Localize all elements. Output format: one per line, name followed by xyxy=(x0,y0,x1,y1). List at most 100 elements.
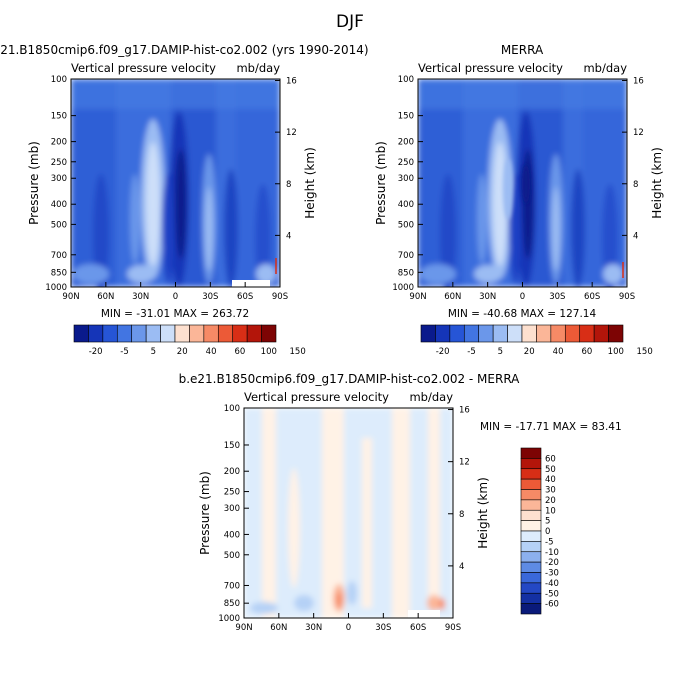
colorbar-swatch xyxy=(174,324,190,343)
x-tick-label: 90S xyxy=(619,292,635,302)
colorbar-tick-label: -20 xyxy=(89,347,103,357)
figure-title: DJF xyxy=(336,12,364,32)
colorbar-tick-label: 5 xyxy=(498,347,503,357)
colorbar-tick-label: 5 xyxy=(151,347,156,357)
x-tick-label: 30S xyxy=(375,623,391,633)
x-tick-label: 30S xyxy=(549,292,565,302)
x-tick-label: 30N xyxy=(479,292,496,302)
y-right-tick-label: 12 xyxy=(633,128,644,138)
y-axis-left: 100 150 200 250 300 400 500 700 850 1000 xyxy=(218,404,249,624)
y-right-tick-label: 4 xyxy=(286,231,291,241)
y-tick-label: 300 xyxy=(224,504,240,514)
y-tick-label: 400 xyxy=(398,200,414,210)
y-axis-label-right: Height (km) xyxy=(303,147,317,218)
colorbar-swatch xyxy=(550,324,566,343)
stats-label: MIN = -31.01 MAX = 263.72 xyxy=(101,308,249,320)
x-axis: 90N 60N 30N 0 30S 60S 90S xyxy=(409,282,635,302)
colorbar-swatch xyxy=(189,324,205,343)
y-axis-label-right: Height (km) xyxy=(650,147,664,218)
colorbar-tick-label: 40 xyxy=(553,347,564,357)
x-tick-label: 0 xyxy=(520,292,525,302)
x-tick-label: 90N xyxy=(409,292,426,302)
panel-title: b.e21.B1850cmip6.f09_g17.DAMIP-hist-co2.… xyxy=(179,372,521,386)
panel-subtitle-left: Vertical pressure velocity xyxy=(244,390,389,404)
panel-subtitle-right: mb/day xyxy=(583,61,627,75)
colorbar-swatch xyxy=(507,324,523,343)
colorbar-swatch xyxy=(520,572,542,584)
contour-field xyxy=(244,408,453,618)
y-tick-label: 500 xyxy=(51,220,67,230)
colorbar-swatch xyxy=(520,489,542,501)
colorbar-swatch xyxy=(246,324,262,343)
colorbar-swatch xyxy=(579,324,595,343)
colorbar-swatch xyxy=(160,324,176,343)
colorbar-swatch xyxy=(261,324,277,343)
x-tick-label: 90N xyxy=(235,623,252,633)
colorbar-swatch xyxy=(217,324,234,343)
y-axis-right: 4 8 12 16 xyxy=(622,77,644,241)
y-tick-label: 150 xyxy=(398,112,414,122)
y-tick-label: 500 xyxy=(398,220,414,230)
y-axis-label: Pressure (mb) xyxy=(27,141,41,225)
colorbar-swatch xyxy=(492,324,508,343)
y-tick-label: 850 xyxy=(51,268,67,278)
colorbar-swatch xyxy=(420,324,436,343)
y-tick-label: 700 xyxy=(224,581,240,591)
panel-model: b.e21.B1850cmip6.f09_g17.DAMIP-hist-co2.… xyxy=(0,43,369,357)
y-tick-label: 250 xyxy=(224,488,240,498)
y-tick-label: 250 xyxy=(398,158,414,168)
y-tick-label: 150 xyxy=(51,112,67,122)
y-axis-label: Pressure (mb) xyxy=(374,141,388,225)
colorbar-swatch xyxy=(536,324,552,343)
y-right-tick-label: 8 xyxy=(286,180,291,190)
colorbar-tick-label: 40 xyxy=(545,475,556,485)
colorbar-swatch xyxy=(520,530,542,542)
colorbar-tick-label: -5 xyxy=(545,537,553,547)
y-tick-label: 250 xyxy=(51,158,67,168)
y-axis-label: Pressure (mb) xyxy=(198,471,212,555)
colorbar-swatch xyxy=(203,324,219,343)
y-tick-label: 300 xyxy=(51,174,67,184)
colorbar-swatch xyxy=(116,324,133,343)
y-tick-label: 100 xyxy=(51,75,67,85)
y-right-tick-label: 16 xyxy=(286,77,297,87)
panel-obs: MERRA Vertical pressure velocity mb/day … xyxy=(374,43,664,357)
colorbar-tick-label: 100 xyxy=(261,347,277,357)
x-tick-label: 60N xyxy=(444,292,461,302)
panel-subtitle-left: Vertical pressure velocity xyxy=(418,61,563,75)
colorbar-swatch xyxy=(520,468,542,480)
colorbar-swatch xyxy=(564,324,581,343)
panel-diff: b.e21.B1850cmip6.f09_g17.DAMIP-hist-co2.… xyxy=(179,372,622,633)
colorbar-swatch xyxy=(520,520,542,532)
colorbar-tick-label: 0 xyxy=(545,527,550,537)
x-tick-label: 90N xyxy=(62,292,79,302)
y-axis-right: 4 8 12 16 xyxy=(275,77,297,241)
y-axis-label-right: Height (km) xyxy=(476,477,490,548)
x-tick-label: 90S xyxy=(272,292,288,302)
colorbar-swatch xyxy=(520,603,542,615)
colorbar-swatch xyxy=(88,324,104,343)
colorbar-tick-label: 10 xyxy=(545,506,556,516)
y-right-tick-label: 12 xyxy=(286,128,297,138)
y-tick-label: 1000 xyxy=(45,283,67,293)
x-tick-label: 60S xyxy=(410,623,426,633)
y-tick-label: 100 xyxy=(398,75,414,85)
colorbar-swatch xyxy=(520,509,542,521)
stats-label: MIN = -17.71 MAX = 83.41 xyxy=(480,421,622,433)
colorbar-swatch xyxy=(608,324,624,343)
colorbar-swatch xyxy=(520,551,542,563)
colorbar-swatch xyxy=(520,561,542,573)
contour-field xyxy=(418,79,627,287)
colorbar-swatch xyxy=(435,324,451,343)
y-tick-label: 200 xyxy=(51,138,67,148)
x-axis: 90N 60N 30N 0 30S 60S 90S xyxy=(235,613,461,633)
colorbar-tick-label: 150 xyxy=(637,347,653,357)
colorbar-swatch xyxy=(520,447,542,459)
y-right-tick-label: 16 xyxy=(459,406,470,416)
y-tick-label: 1000 xyxy=(392,283,414,293)
colorbar-tick-label: -5 xyxy=(467,347,475,357)
colorbar-swatch xyxy=(102,324,118,343)
y-right-tick-label: 8 xyxy=(633,180,638,190)
x-tick-label: 60N xyxy=(270,623,287,633)
